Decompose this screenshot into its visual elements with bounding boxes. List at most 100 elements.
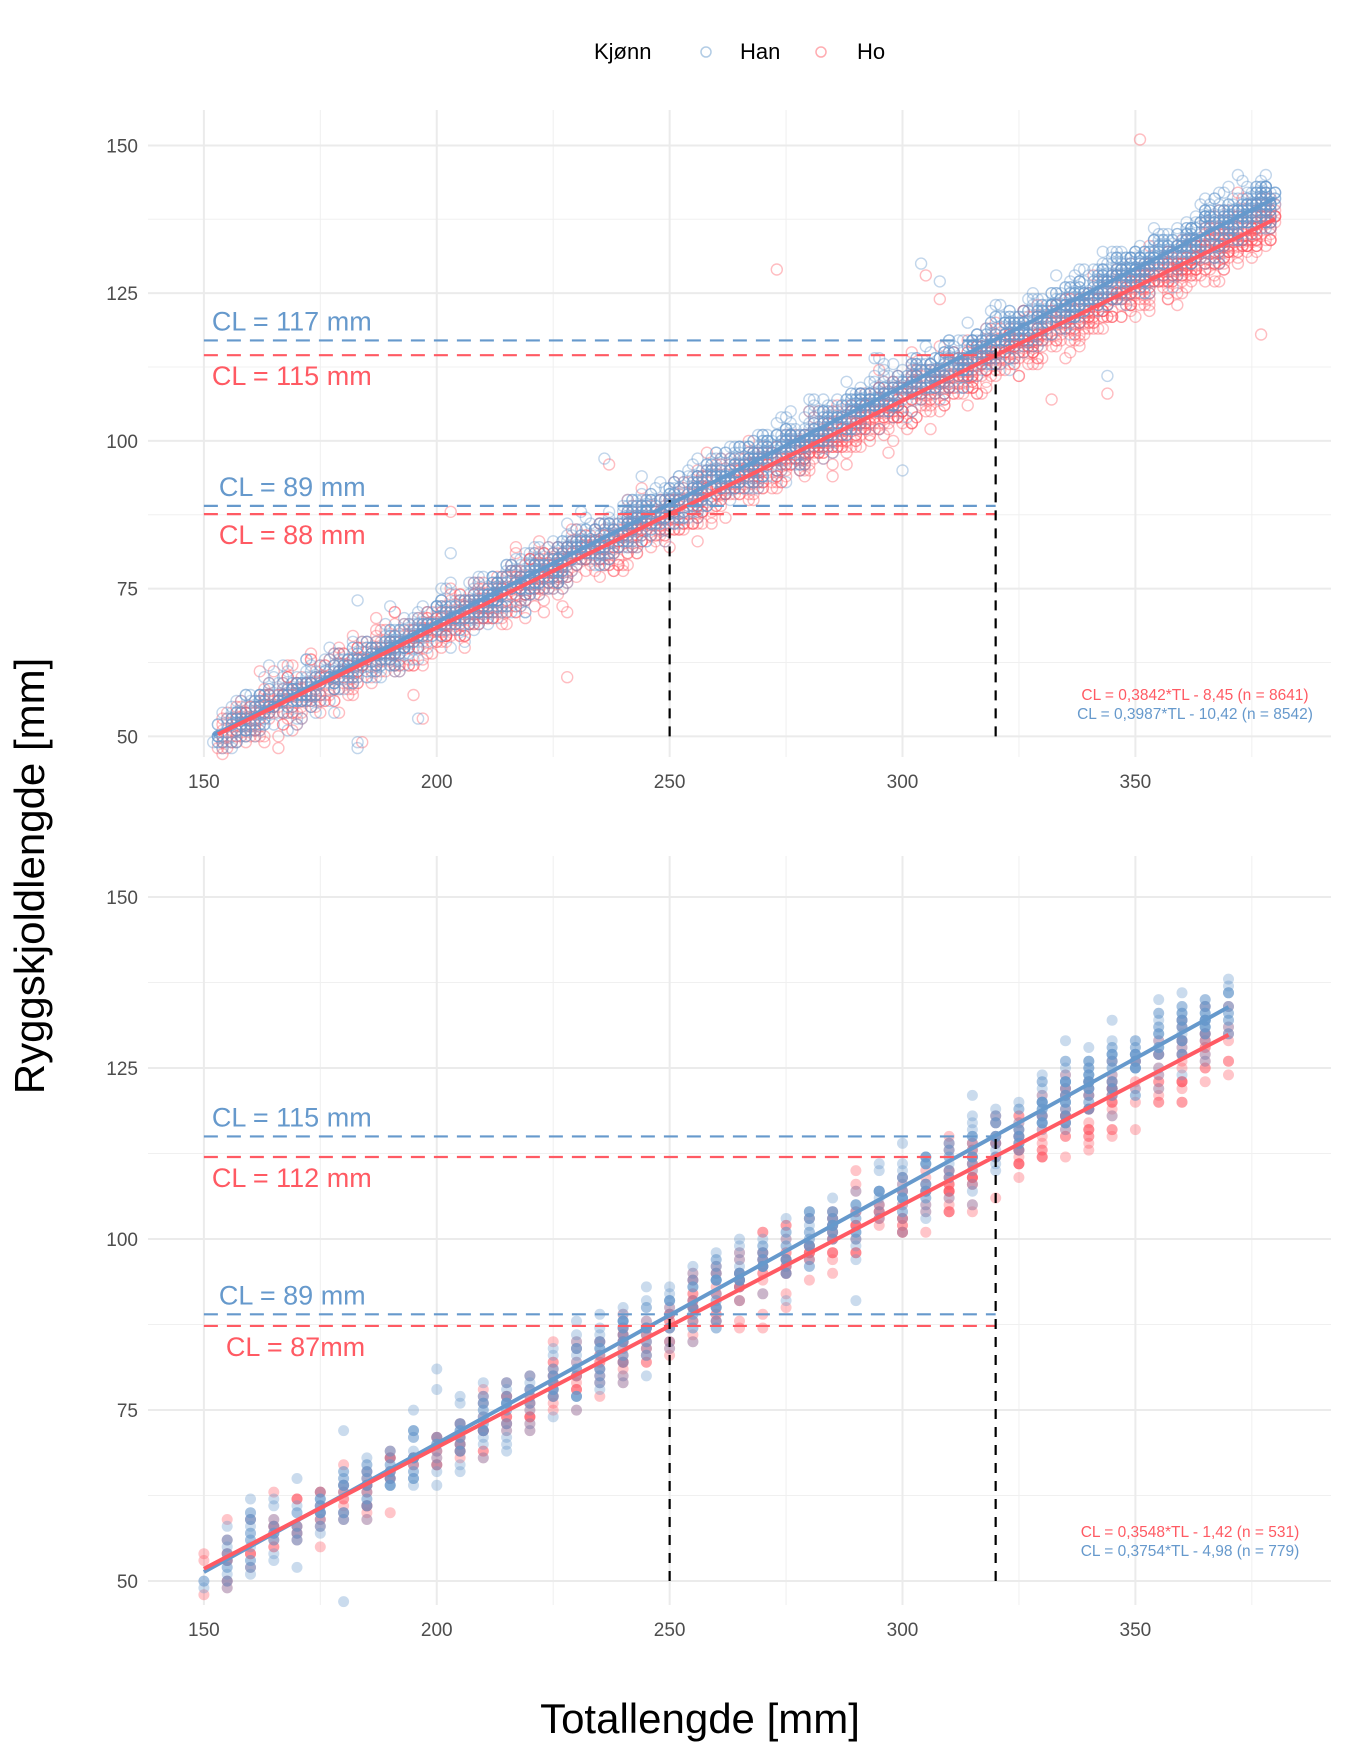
- point-ho: [1091, 298, 1105, 312]
- point-ho: [258, 694, 271, 708]
- point-ho: [239, 724, 253, 737]
- y-tick-label: 75: [117, 580, 138, 601]
- legend: Kjønn Han Ho: [594, 39, 885, 64]
- point-ho: [868, 417, 881, 430]
- point-ho: [444, 505, 457, 518]
- point-ho: [593, 517, 606, 530]
- point-ho: [1096, 304, 1110, 318]
- point-ho: [537, 547, 551, 560]
- point-ho: [318, 694, 332, 708]
- point-ho: [509, 600, 523, 613]
- point-ho: [835, 434, 849, 448]
- point-ho: [239, 736, 253, 749]
- point-ho: [1073, 340, 1086, 353]
- point-ho: [1087, 269, 1100, 282]
- point-ho: [887, 411, 900, 424]
- point-ho: [1068, 310, 1082, 323]
- point-ho: [491, 576, 504, 589]
- point-ho: [248, 724, 262, 737]
- point-ho: [644, 517, 658, 530]
- point-ho: [1217, 245, 1231, 259]
- point-ho: [411, 641, 425, 654]
- point-ho: [425, 647, 439, 660]
- point-ho: [435, 635, 448, 648]
- point-ho: [1217, 251, 1231, 264]
- point-ho: [1008, 340, 1021, 353]
- point-ho: [877, 375, 891, 388]
- point-ho: [696, 505, 709, 518]
- legend-marker-han: [700, 46, 712, 58]
- point-han: [1101, 369, 1114, 383]
- point-ho: [626, 517, 639, 530]
- point-ho: [561, 671, 574, 684]
- point-han: [1049, 269, 1063, 282]
- point-ho: [868, 422, 881, 436]
- point-ho: [1217, 263, 1231, 276]
- point-ho: [1143, 239, 1156, 253]
- point-ho: [831, 399, 844, 412]
- point-ho: [905, 357, 918, 371]
- point-ho: [854, 387, 867, 400]
- point-ho: [216, 747, 229, 761]
- point-ho: [1101, 387, 1114, 400]
- point-ho: [225, 736, 239, 749]
- legend-label-han: Han: [740, 39, 780, 64]
- point-ho: [668, 517, 681, 530]
- point-ho: [747, 446, 760, 459]
- point-ho: [840, 458, 853, 471]
- point-ho: [1031, 328, 1044, 341]
- x-axis-title: Totallengde [mm]: [540, 1695, 860, 1742]
- point-ho: [528, 582, 541, 595]
- point-ho: [612, 541, 625, 554]
- point-ho: [835, 440, 849, 453]
- point-ho: [453, 617, 467, 631]
- point-ho: [919, 405, 932, 418]
- point-ho: [1264, 204, 1277, 217]
- point-ho: [1212, 239, 1226, 253]
- point-ho: [873, 422, 886, 436]
- point-ho: [472, 576, 485, 589]
- point-ho: [1250, 221, 1263, 235]
- legend-marker-ho: [815, 46, 827, 58]
- point-ho: [1068, 322, 1082, 335]
- point-ho: [388, 659, 401, 672]
- point-ho: [458, 629, 471, 643]
- point-ho: [234, 730, 248, 743]
- point-ho: [430, 635, 443, 648]
- point-ho: [742, 458, 755, 471]
- point-ho: [514, 594, 527, 607]
- point-ho: [337, 676, 350, 690]
- point-ho: [509, 541, 523, 554]
- point-ho: [328, 694, 341, 708]
- point-ho: [840, 446, 853, 459]
- point-ho: [705, 511, 718, 524]
- point-ho: [882, 422, 895, 436]
- point-ho: [1008, 340, 1021, 353]
- point-ho: [621, 541, 634, 554]
- point-ho: [323, 688, 336, 702]
- point-ho: [896, 411, 909, 424]
- point-ho: [561, 570, 574, 583]
- point-ho: [905, 363, 918, 377]
- point-ho: [821, 440, 835, 453]
- point-ho: [826, 440, 839, 453]
- point-ho: [1212, 239, 1226, 253]
- point-ho: [495, 606, 509, 619]
- point-ho: [537, 606, 551, 619]
- point-ho: [416, 653, 429, 666]
- point-ho: [1087, 322, 1100, 335]
- point-ho: [910, 411, 923, 424]
- point-han: [351, 594, 364, 607]
- point-ho: [1189, 251, 1203, 264]
- points: [206, 133, 1282, 761]
- point-ho: [1254, 328, 1268, 341]
- point-ho: [370, 635, 383, 648]
- point-ho: [654, 523, 667, 536]
- point-ho: [500, 570, 513, 583]
- point-ho: [584, 529, 597, 542]
- point-ho: [370, 611, 383, 625]
- point-ho: [728, 476, 741, 489]
- point-ho: [1008, 340, 1021, 353]
- point-ho: [1073, 316, 1086, 329]
- point-ho: [887, 399, 900, 412]
